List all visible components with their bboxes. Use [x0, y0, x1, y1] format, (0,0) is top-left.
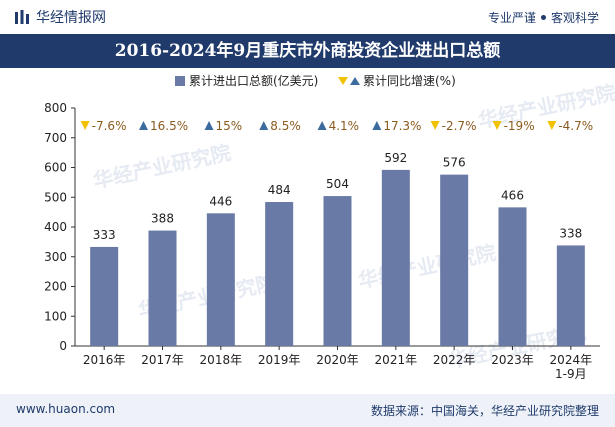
- x-tick-label: 2019年: [258, 353, 301, 367]
- bar: [323, 196, 352, 346]
- x-tick-label: 2017年: [141, 353, 184, 367]
- bar-value-label: 466: [501, 188, 524, 202]
- growth-label: 8.5%: [270, 119, 301, 133]
- top-bar: 华经情报网 专业严谨 客观科学: [0, 0, 615, 34]
- growth-label: 4.1%: [329, 119, 360, 133]
- growth-label: 17.3%: [383, 119, 421, 133]
- growth-up-icon: [317, 121, 327, 130]
- bar: [265, 202, 294, 346]
- y-tick-label: 400: [44, 220, 67, 234]
- growth-label: -19%: [504, 119, 535, 133]
- slogan-left: 专业严谨: [487, 11, 536, 25]
- bar-value-label: 446: [209, 194, 232, 208]
- x-tick-label: 2020年: [316, 353, 359, 367]
- growth-down-icon: [80, 121, 90, 130]
- growth-down-icon: [430, 121, 440, 130]
- x-tick-label: 2018年: [200, 353, 243, 367]
- y-tick-label: 300: [44, 250, 67, 264]
- bar-value-label: 388: [151, 212, 174, 226]
- slogan-right: 客观科学: [550, 11, 599, 25]
- brand-logo-icon: [15, 10, 29, 24]
- bar-value-label: 333: [93, 228, 116, 242]
- legend-down-icon: [338, 77, 348, 85]
- slogan: 专业严谨 客观科学: [488, 9, 599, 26]
- bar-chart: 华经产业研究院华经产业研究院华经产业研究院华经产业研究院华经产业研究院01002…: [44, 73, 615, 381]
- bar-value-label: 576: [443, 156, 466, 170]
- brand-name: 华经情报网: [36, 10, 106, 26]
- bar: [148, 230, 177, 346]
- chart-title: 2016-2024年9月重庆市外商投资企业进出口总额: [114, 41, 501, 61]
- growth-label: -2.7%: [442, 119, 477, 133]
- x-tick-label: 2022年: [433, 353, 476, 367]
- bar: [556, 245, 585, 346]
- legend-bar-swatch: [175, 76, 185, 86]
- bar: [206, 213, 235, 346]
- bar: [440, 174, 469, 346]
- bar-value-label: 484: [268, 183, 291, 197]
- legend-bar-label: 累计进出口总额(亿美元): [189, 73, 318, 88]
- website-link[interactable]: www.huaon.com: [16, 402, 116, 416]
- growth-down-icon: [547, 121, 557, 130]
- slogan-separator: [540, 15, 546, 20]
- data-source: 数据来源：中国海关，华经产业研究院整理: [370, 404, 599, 418]
- growth-label: -7.6%: [92, 119, 127, 133]
- growth-up-icon: [139, 121, 148, 130]
- watermark-text: 华经产业研究院: [356, 240, 498, 293]
- footer: www.huaon.com 数据来源：中国海关，华经产业研究院整理: [0, 394, 615, 427]
- x-tick-label: 2024年: [550, 353, 593, 367]
- y-tick-label: 200: [44, 280, 67, 294]
- bar-value-label: 338: [559, 226, 582, 240]
- bar-value-label: 504: [326, 177, 349, 191]
- watermark-text: 华经产业研究院: [91, 140, 233, 193]
- growth-label: 16.5%: [150, 119, 188, 133]
- x-tick-label: 2023年: [491, 353, 534, 367]
- title-bar: 2016-2024年9月重庆市外商投资企业进出口总额: [0, 34, 615, 68]
- growth-label: -4.7%: [558, 119, 593, 133]
- y-tick-label: 0: [59, 339, 67, 353]
- bar: [498, 207, 527, 346]
- growth-down-icon: [492, 121, 502, 130]
- bar: [90, 246, 119, 346]
- legend: 累计进出口总额(亿美元) 累计同比增速(%): [175, 73, 456, 88]
- growth-up-icon: [259, 121, 269, 130]
- x-tick-label: 1-9月: [555, 367, 587, 381]
- growth-up-icon: [372, 121, 382, 130]
- bar: [381, 169, 410, 346]
- y-tick-label: 800: [44, 101, 67, 115]
- growth-up-icon: [204, 121, 214, 130]
- y-tick-label: 100: [44, 309, 67, 323]
- y-tick-label: 700: [44, 131, 67, 145]
- bar-value-label: 592: [384, 151, 407, 165]
- y-tick-label: 500: [44, 190, 67, 204]
- x-tick-label: 2016年: [83, 353, 126, 367]
- growth-label: 15%: [216, 119, 243, 133]
- x-tick-label: 2021年: [375, 353, 418, 367]
- legend-growth-label: 累计同比增速(%): [363, 74, 456, 88]
- y-tick-label: 600: [44, 161, 67, 175]
- legend-up-icon: [350, 77, 360, 85]
